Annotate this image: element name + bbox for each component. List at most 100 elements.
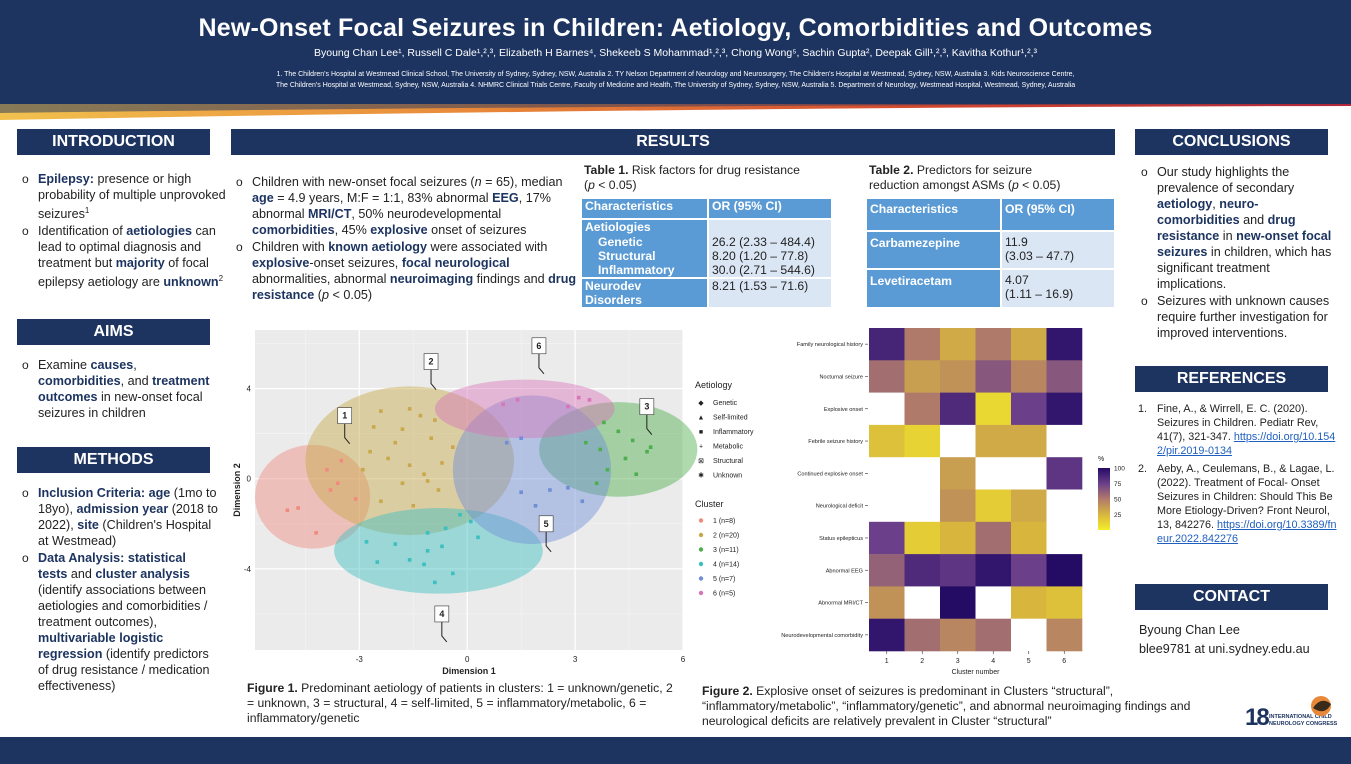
heatmap-cell — [904, 586, 941, 619]
methods-body: Inclusion Criteria: age (1mo to 18yo), a… — [18, 485, 218, 695]
reference-link[interactable]: https://doi.org/10.3389/fneur.2022.84227… — [1157, 519, 1337, 545]
logo-line-1: INTERNATIONAL CHILD — [1269, 714, 1332, 720]
cluster-legend-label: 4 (n=14) — [713, 562, 739, 569]
contact-heading: CONTACT — [1135, 584, 1328, 610]
cluster-label: 6 — [536, 341, 541, 351]
heatmap-cell — [940, 328, 976, 361]
heatmap-cell — [1011, 489, 1047, 523]
colorbar-tick-label: 25 — [1114, 512, 1122, 519]
heatmap-cell — [975, 360, 1012, 393]
heatmap-cell — [869, 554, 905, 587]
table1: Characteristics OR (95% CI) Aetiologies … — [582, 199, 831, 307]
data-point — [433, 580, 437, 585]
cluster-label-box — [337, 407, 353, 424]
heatmap-cell — [1011, 554, 1047, 587]
intro-bullet-epilepsy: Epilepsy: presence or high probability o… — [18, 171, 236, 222]
table1-caption: Table 1. Risk factors for drug resistanc… — [584, 163, 800, 192]
heatmap-cell — [1046, 424, 1083, 458]
conclusions-heading: CONCLUSIONS — [1135, 129, 1328, 155]
figure2-caption: Figure 2. Explosive onset of seizures is… — [702, 684, 1191, 728]
table2-row-label: Carbamezepine — [867, 230, 1002, 269]
cluster-label-box — [531, 337, 547, 355]
y-tick-label: -4 — [244, 565, 252, 574]
data-point — [440, 461, 444, 465]
aetiology-legend-label: Self-limited — [713, 415, 748, 422]
data-point — [630, 438, 635, 443]
data-point — [433, 418, 437, 422]
aetiology-legend-label: Unknown — [713, 473, 742, 480]
heatmap-row-label: Abnormal MRI/CT — [818, 601, 863, 607]
aetiology-legend-symbol: ✱ — [698, 472, 704, 480]
data-point — [519, 436, 523, 440]
data-point — [353, 497, 358, 501]
results-body: Children with new-onset focal seizures (… — [232, 174, 578, 304]
heatmap-cell — [869, 328, 905, 361]
heatmap-cell — [975, 618, 1012, 652]
data-point — [429, 436, 434, 440]
aetiology-legend-symbol: ⊠ — [698, 458, 704, 465]
heatmap-cell — [869, 392, 905, 426]
heatmap-cell — [975, 392, 1012, 426]
heatmap-cell — [904, 521, 941, 555]
cluster-label: 5 — [544, 519, 549, 529]
heatmap-row-label: Continued explosive onset — [797, 471, 863, 477]
data-point — [443, 526, 448, 531]
cluster-leader-line — [430, 369, 437, 390]
authors-line: Byoung Chan Lee¹, Russell C Dale¹,²,³, E… — [314, 47, 1037, 59]
reference-link[interactable]: https://doi.org/10.1542/pir.2019-0134 — [1157, 431, 1336, 457]
methods-bullet-analysis: Data Analysis: statistical tests and clu… — [18, 550, 218, 694]
table2-row-or: 4.07 (1.11 – 16.9) — [1001, 268, 1114, 307]
heatmap-col-label: 4 — [991, 658, 995, 665]
table-row: Carbamezepine 11.9 (3.03 – 47.7) — [867, 230, 1114, 269]
data-point — [648, 445, 653, 449]
heatmap-cell — [975, 521, 1012, 555]
aetiology-legend-label: Structural — [713, 458, 743, 465]
logo-number: 18 — [1245, 704, 1270, 731]
references-body: 1. Fine, A., & Wirrell, E. C. (2020). Sei… — [1138, 402, 1338, 550]
reference-item: 2. Aeby, A., Ceulemans, B., & Lagae, L. (… — [1138, 463, 1337, 545]
aetiology-legend-symbol: ■ — [699, 429, 703, 436]
data-point — [422, 562, 426, 567]
table1-row-or: 30.0 (2.71 – 544.6) — [708, 263, 831, 278]
data-point — [436, 488, 441, 492]
aetiology-legend-label: Metabolic — [713, 444, 743, 451]
cluster-legend-label: 2 (n=20) — [713, 533, 739, 540]
introduction-heading: INTRODUCTION — [17, 129, 210, 155]
data-point — [314, 531, 318, 535]
heatmap-cell — [1046, 457, 1083, 490]
data-point — [634, 472, 639, 477]
aetiology-legend-symbol: ▲ — [698, 415, 705, 422]
data-point — [645, 449, 649, 454]
figure2-heatmap: Family neurological history Nocturnal sei… — [781, 328, 1125, 676]
heatmap-cell — [904, 424, 941, 458]
cluster-legend-label: 1 (n=8) — [713, 518, 735, 525]
data-point — [616, 429, 621, 434]
heatmap-col-label: 1 — [885, 658, 889, 665]
table-row: Characteristics OR (95% CI) — [582, 199, 831, 219]
colorbar-tick-label: 75 — [1114, 481, 1122, 488]
contact-email: blee9781 at uni.sydney.edu.au — [1139, 642, 1310, 656]
heatmap-col-label: 6 — [1062, 658, 1066, 665]
methods-heading: METHODS — [17, 447, 210, 473]
heatmap-cell — [940, 489, 976, 523]
table1-row-label: Inflammatory — [582, 263, 709, 278]
data-point — [566, 485, 570, 490]
cluster-ellipse-1 — [255, 444, 371, 549]
data-point — [584, 440, 588, 445]
table-row: Inflammatory 30.0 (2.71 – 544.6) — [582, 263, 831, 278]
table2-row-or: 11.9 (3.03 – 47.7) — [1001, 230, 1114, 269]
heatmap-cell — [1046, 489, 1083, 523]
heatmap-row-label: Explosive onset — [824, 407, 864, 413]
plot-background — [255, 330, 683, 650]
aims-bullet: Examine causes, comorbidities, and treat… — [18, 357, 218, 421]
table1-row-or: 8.20 (1.20 – 77.8) — [708, 249, 831, 263]
cluster-legend-label: 3 (n=11) — [713, 547, 739, 554]
data-point — [602, 420, 606, 425]
data-point — [296, 506, 300, 510]
heatmap-cell — [904, 328, 941, 361]
congress-logo: 18 INTERNATIONAL CHILD NEUROLOGY CONGRES… — [1245, 694, 1337, 734]
data-point — [468, 519, 473, 524]
cluster-leader-line — [441, 621, 448, 643]
data-point — [598, 447, 603, 452]
conclusion-bullet-1: Our study highlights the prevalence of s… — [1137, 164, 1333, 292]
